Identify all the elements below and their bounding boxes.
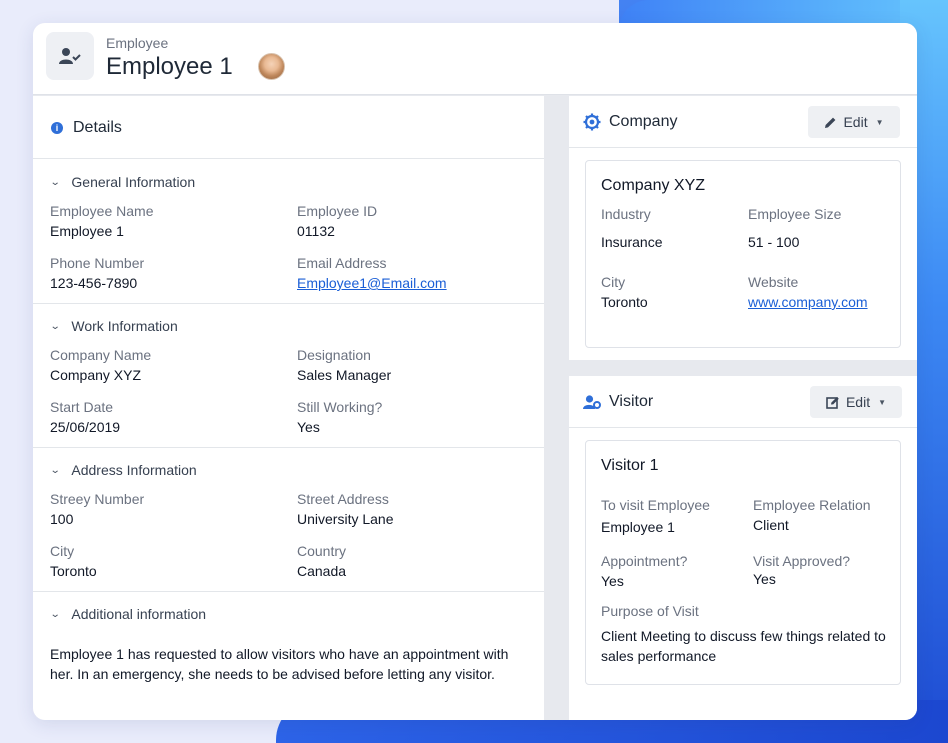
field-label: City <box>50 543 75 559</box>
user-check-icon <box>46 32 94 80</box>
field-label: Street Address <box>297 491 389 507</box>
employee-window: Employee Employee 1 i Details ⌄ General … <box>33 23 917 720</box>
field-value: Client <box>753 517 789 533</box>
visitor-name: Visitor 1 <box>601 457 659 474</box>
section-general-information: ⌄ General Information Employee Name Empl… <box>33 160 544 304</box>
details-panel: i Details ⌄ General Information Employee… <box>33 96 544 720</box>
page-subtitle: Employee <box>106 35 169 51</box>
visitor-details-box: Visitor 1 To visit Employee Employee 1 E… <box>585 440 901 685</box>
field-value: 123-456-7890 <box>50 275 138 291</box>
section-toggle-additional[interactable]: ⌄ Additional information <box>49 606 207 622</box>
section-toggle-general[interactable]: ⌄ General Information <box>49 174 196 190</box>
field-value: Company XYZ <box>50 367 142 383</box>
field-label: Start Date <box>50 399 114 415</box>
field-label: To visit Employee <box>601 497 710 513</box>
field-label: Purpose of Visit <box>601 603 699 619</box>
website-link[interactable]: www.company.com <box>748 294 868 310</box>
visitor-card: Visitor Edit ▼ Visitor 1 To visit Employ… <box>569 376 917 720</box>
edit-square-icon <box>826 396 839 409</box>
field-label: Phone Number <box>50 255 145 271</box>
user-gear-icon <box>583 395 601 409</box>
field-value: Employee 1 <box>601 519 675 535</box>
info-icon: i <box>51 122 63 134</box>
field-label: Employee Name <box>50 203 154 219</box>
field-value: 100 <box>50 511 74 527</box>
field-value: Employee 1 <box>50 223 124 239</box>
field-label: Company Name <box>50 347 152 363</box>
company-card: Company Edit ▼ Company XYZ Industry Insu… <box>569 96 917 360</box>
field-label: Visit Approved? <box>753 553 851 569</box>
field-value: 51 - 100 <box>748 234 800 250</box>
page-title: Employee 1 <box>106 53 233 80</box>
chevron-down-icon: ⌄ <box>49 608 61 620</box>
field-value: Insurance <box>601 234 663 250</box>
field-value: 01132 <box>297 223 335 239</box>
field-value: University Lane <box>297 511 394 527</box>
visitor-card-title: Visitor <box>609 393 654 410</box>
field-value: Sales Manager <box>297 367 392 383</box>
field-label: Employee Relation <box>753 497 871 513</box>
caret-down-icon: ▼ <box>878 397 887 407</box>
field-label: Still Working? <box>297 399 383 415</box>
chevron-down-icon: ⌄ <box>49 176 61 188</box>
company-name: Company XYZ <box>601 177 706 194</box>
pencil-icon <box>825 117 836 128</box>
section-heading: Address Information <box>71 462 197 478</box>
field-value: Client Meeting to discuss few things rel… <box>601 628 886 664</box>
additional-info-text: Employee 1 has requested to allow visito… <box>50 646 509 682</box>
field-value: Toronto <box>601 294 648 310</box>
section-toggle-work[interactable]: ⌄ Work Information <box>49 318 178 334</box>
details-title: Details <box>73 119 122 136</box>
field-value: Toronto <box>50 563 97 579</box>
field-value: Yes <box>601 573 624 589</box>
field-label: Streey Number <box>50 491 145 507</box>
gear-icon <box>583 113 601 131</box>
field-label: Employee ID <box>297 203 378 219</box>
email-link[interactable]: Employee1@Email.com <box>297 275 447 291</box>
section-work-information: ⌄ Work Information Company Name Company … <box>33 304 544 448</box>
chevron-down-icon: ⌄ <box>49 320 61 332</box>
field-label: Designation <box>297 347 371 363</box>
field-label: City <box>601 274 626 290</box>
field-value: Yes <box>753 571 776 587</box>
avatar[interactable] <box>258 53 285 80</box>
page-header: Employee Employee 1 <box>33 23 917 95</box>
field-value: 25/06/2019 <box>50 419 121 435</box>
edit-label: Edit <box>845 394 871 410</box>
field-label: Website <box>748 274 799 290</box>
section-address-information: ⌄ Address Information Streey Number 100 … <box>33 448 544 592</box>
company-details-box: Company XYZ Industry Insurance Employee … <box>585 160 901 348</box>
section-toggle-address[interactable]: ⌄ Address Information <box>49 462 197 478</box>
details-header: i Details <box>33 96 544 159</box>
visitor-card-header: Visitor Edit ▼ <box>569 376 917 428</box>
caret-down-icon: ▼ <box>875 117 884 127</box>
chevron-down-icon: ⌄ <box>49 464 61 476</box>
section-heading: Work Information <box>71 318 178 334</box>
field-label: Employee Size <box>748 206 842 222</box>
section-additional-information: ⌄ Additional information <box>33 592 544 632</box>
field-label: Country <box>297 543 347 559</box>
field-label: Appointment? <box>601 553 688 569</box>
field-value: Canada <box>297 563 347 579</box>
field-label: Email Address <box>297 255 387 271</box>
field-value: Yes <box>297 419 320 435</box>
company-card-header: Company Edit ▼ <box>569 96 917 148</box>
field-label: Industry <box>601 206 651 222</box>
edit-label: Edit <box>843 114 868 130</box>
company-card-title: Company <box>609 113 678 130</box>
company-edit-button[interactable]: Edit ▼ <box>808 106 900 138</box>
visitor-edit-button[interactable]: Edit ▼ <box>810 386 902 418</box>
section-heading: Additional information <box>71 606 207 622</box>
section-heading: General Information <box>71 174 196 190</box>
